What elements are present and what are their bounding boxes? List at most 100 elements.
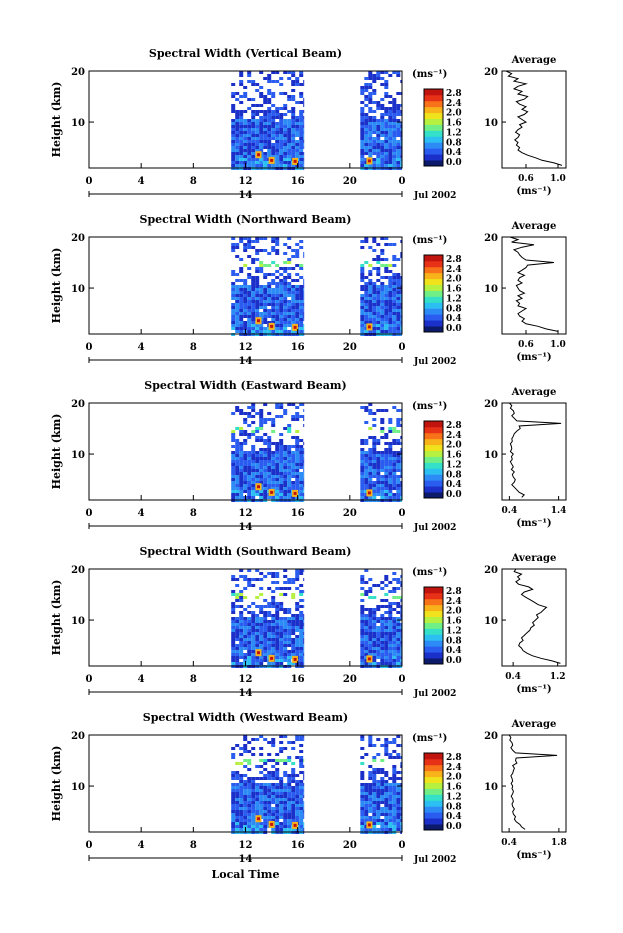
heatmap-cell <box>231 460 236 463</box>
colorbar-swatch <box>424 438 443 446</box>
heatmap-cell <box>235 789 240 792</box>
heatmap-cell <box>303 777 305 780</box>
heatmap-cell <box>279 828 284 831</box>
heatmap-cell <box>372 460 377 463</box>
heatmap-cell <box>368 119 373 122</box>
heatmap-cell <box>380 466 385 469</box>
heatmap-cell <box>299 294 304 297</box>
heatmap-cell <box>243 798 248 801</box>
heatmap-cell <box>360 110 365 113</box>
heatmap-cell <box>283 623 288 626</box>
heatmap-cell <box>372 318 377 321</box>
heatmap-cell <box>368 587 373 590</box>
heatmap-cell <box>239 487 244 490</box>
heatmap-cell <box>299 659 304 662</box>
heatmap-cell <box>275 813 280 816</box>
heatmap-cell <box>247 291 252 294</box>
heatmap-cell <box>384 575 389 578</box>
heatmap-cell <box>396 617 401 620</box>
heatmap-cell <box>287 300 292 303</box>
heatmap-cell <box>303 300 305 303</box>
colorbar-tick-label: 1.6 <box>446 451 462 461</box>
heatmap-cell <box>295 475 300 478</box>
heatmap-cell <box>287 98 292 101</box>
heatmap-cell <box>255 801 260 804</box>
heatmap-cell <box>299 403 304 406</box>
heatmap-cell <box>267 777 272 780</box>
heatmap-cell <box>376 279 381 282</box>
y-axis-label: Height (km) <box>50 248 63 324</box>
heatmap-cell <box>279 747 284 750</box>
heatmap-cell <box>267 496 272 499</box>
colorbar-swatch <box>424 587 443 594</box>
heatmap-cell <box>283 481 288 484</box>
heatmap-cell <box>283 137 288 140</box>
heatmap-cell <box>239 270 244 273</box>
heatmap-cell <box>287 798 292 801</box>
heatmap-cell <box>299 496 304 499</box>
heatmap-cell <box>396 487 401 490</box>
heatmap-cell <box>392 460 397 463</box>
heatmap-cell <box>247 433 252 436</box>
heatmap-cell <box>259 472 264 475</box>
heatmap-cell <box>299 617 304 620</box>
heatmap-cell <box>231 83 236 86</box>
heatmap-cell <box>247 152 252 155</box>
heatmap-cell <box>303 632 305 635</box>
heatmap-cell <box>239 445 244 448</box>
heatmap-cell <box>384 71 389 74</box>
heatmap-cell <box>372 128 377 131</box>
heatmap-cell <box>271 104 276 107</box>
heatmap-cell <box>231 578 236 581</box>
heatmap-cell <box>291 137 296 140</box>
heatmap-cell <box>267 457 272 460</box>
heatmap-cell <box>376 327 381 330</box>
heatmap-cell <box>235 246 240 249</box>
colorbar-swatch <box>424 776 443 784</box>
heatmap-cell <box>367 325 371 329</box>
heatmap-cell <box>400 125 402 128</box>
heatmap-cell <box>255 309 260 312</box>
heatmap-cell <box>376 753 381 756</box>
heatmap-cell <box>239 240 244 243</box>
heatmap-cell <box>299 484 304 487</box>
heatmap-cell <box>400 424 402 427</box>
heatmap-cell <box>283 759 288 762</box>
heatmap-cell <box>259 134 264 137</box>
heatmap-cell <box>384 158 389 161</box>
heatmap-cell <box>259 620 264 623</box>
heatmap-cell <box>275 249 280 252</box>
heatmap-cell <box>396 484 401 487</box>
heatmap-cell <box>267 155 272 158</box>
heatmap-cell <box>279 472 284 475</box>
heatmap-cell <box>287 774 292 777</box>
heatmap-cell <box>239 810 244 813</box>
heatmap-cell <box>372 454 377 457</box>
heatmap-cell <box>275 783 280 786</box>
heatmap-cell <box>231 237 236 240</box>
heatmap-cell <box>251 632 256 635</box>
heatmap-cell <box>384 472 389 475</box>
heatmap-cell <box>384 484 389 487</box>
heatmap-cell <box>271 237 276 240</box>
heatmap-cell <box>303 128 305 131</box>
heatmap-cell <box>283 125 288 128</box>
heatmap-cell <box>255 825 260 828</box>
heatmap-cell <box>259 137 264 140</box>
average-profile-line <box>505 70 563 166</box>
heatmap-cell <box>287 626 292 629</box>
heatmap-cell <box>396 753 401 756</box>
heatmap-cell <box>360 647 365 650</box>
heatmap-cell <box>368 792 373 795</box>
heatmap-cell <box>251 611 256 614</box>
heatmap-cell <box>259 158 264 161</box>
heatmap-cell <box>255 641 260 644</box>
heatmap-cell <box>287 475 292 478</box>
heatmap-cell <box>263 617 268 620</box>
heatmap-cell <box>392 590 397 593</box>
heatmap-cell <box>259 327 264 330</box>
heatmap-cell <box>364 650 369 653</box>
heatmap-cell <box>283 810 288 813</box>
heatmap-cell <box>295 469 300 472</box>
